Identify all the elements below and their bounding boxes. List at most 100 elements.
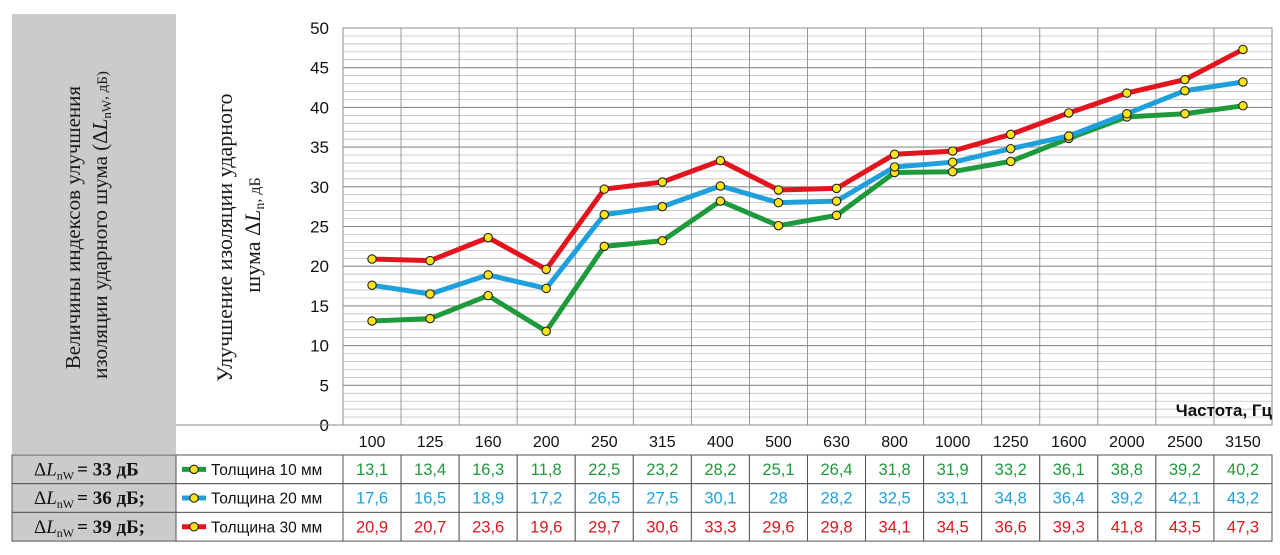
data-point (715, 155, 726, 166)
series-markers (367, 44, 1248, 337)
data-point (367, 280, 377, 291)
table-cell (1213, 454, 1273, 485)
table-cell (400, 511, 460, 542)
table-cell (748, 511, 808, 542)
data-point (599, 184, 610, 194)
table-value: 25,1 (762, 461, 794, 479)
table-value: 20,9 (356, 518, 388, 536)
x-tick-label: 630 (823, 434, 850, 451)
table-value: 41,8 (1111, 518, 1143, 536)
data-point (889, 149, 900, 159)
table-value: 28,2 (704, 461, 736, 479)
data-point (483, 290, 493, 301)
table-value: 18,9 (472, 490, 504, 508)
table-cell (516, 483, 576, 513)
table-cell (1039, 454, 1099, 485)
data-point (1180, 109, 1190, 119)
data-point (773, 220, 784, 231)
data-point (425, 255, 435, 266)
table-cell (632, 511, 692, 542)
y-tick-label: 30 (310, 178, 329, 197)
data-point (1005, 143, 1016, 154)
data-point (657, 236, 668, 246)
table-value: 30,6 (646, 518, 678, 536)
table-cell (865, 511, 925, 542)
x-tick-label: 500 (765, 434, 792, 451)
table-value: 39,2 (1111, 490, 1143, 508)
data-point (657, 201, 668, 212)
table-cell (981, 511, 1041, 542)
data-point (599, 209, 610, 220)
data-point (889, 162, 900, 172)
x-tick-label: 1250 (993, 434, 1029, 451)
data-point (715, 196, 726, 206)
table-value: 38,8 (1111, 461, 1143, 479)
data-point (1238, 101, 1248, 111)
table-value: 17,2 (530, 490, 562, 508)
data-point (1005, 156, 1016, 167)
table-cell (981, 483, 1041, 513)
x-tick-label: 125 (417, 434, 444, 451)
table-value: 28,2 (820, 490, 852, 508)
series-line (371, 79, 1244, 297)
table-cell (1213, 483, 1273, 513)
table-value: 34,5 (937, 518, 969, 536)
table-cell (807, 511, 867, 542)
data-point (483, 270, 493, 280)
table-value: 40,2 (1227, 461, 1259, 479)
table-value: 34,1 (879, 518, 911, 536)
x-tick-label: 800 (881, 434, 908, 451)
table-cell (923, 511, 983, 542)
table-cell (807, 483, 867, 513)
table-value: 22,5 (588, 461, 620, 479)
table-value: 26,5 (588, 490, 620, 508)
table-value: 30,1 (704, 490, 736, 508)
x-tick-label: 3150 (1225, 434, 1261, 451)
y-tick-label: 5 (320, 376, 329, 395)
table-value: 31,8 (879, 461, 911, 479)
table-cell (516, 511, 576, 542)
table-value: 47,3 (1227, 518, 1259, 536)
table-value: 16,5 (414, 490, 446, 508)
side-panel-title: Величины индексов улучшения изоляции уда… (61, 71, 114, 379)
table-cell (632, 454, 692, 485)
data-point (831, 196, 842, 206)
y-tick-label: 40 (310, 98, 329, 117)
data-point (947, 146, 958, 156)
legend-marker (189, 493, 199, 503)
data-point (425, 313, 435, 324)
data-point (1122, 109, 1132, 119)
table-value: 17,6 (356, 490, 388, 508)
legend-label: Толщина 30 мм (211, 519, 322, 536)
data-point (947, 157, 958, 167)
legend-label: Толщина 20 мм (211, 491, 322, 508)
data-point (1180, 85, 1190, 96)
x-axis-label: Частота, Гц (1176, 401, 1273, 420)
table-cell (748, 454, 808, 485)
data-point (541, 326, 551, 337)
index-label: ΔLnW = 33 дБ (34, 460, 139, 483)
x-tick-label: 100 (359, 434, 386, 451)
table-cell (574, 511, 634, 542)
table-cell (748, 483, 808, 513)
data-point (1238, 77, 1248, 87)
legend-label: Толщина 10 мм (211, 462, 322, 479)
legend-marker (189, 521, 199, 532)
y-tick-label: 50 (310, 19, 329, 38)
x-tick-label: 160 (475, 434, 502, 451)
y-axis-label: Улучшение изоляции ударного шума ΔLn, дБ (212, 88, 268, 382)
side-panel (12, 14, 176, 454)
table-value: 29,6 (762, 518, 794, 536)
table-value: 20,7 (414, 518, 446, 536)
index-cell (11, 454, 177, 485)
data-point (1122, 88, 1132, 98)
table-value: 26,4 (820, 461, 852, 479)
table-value: 29,7 (588, 518, 620, 536)
table-cell (1155, 511, 1215, 542)
table-value: 43,5 (1169, 518, 1201, 536)
table-cell (458, 511, 518, 542)
side-panel-line2: изоляции ударного шума (ΔLnW, дБ) (88, 71, 114, 379)
x-tick-label: 400 (707, 434, 734, 451)
x-tick-label: 315 (649, 434, 676, 451)
